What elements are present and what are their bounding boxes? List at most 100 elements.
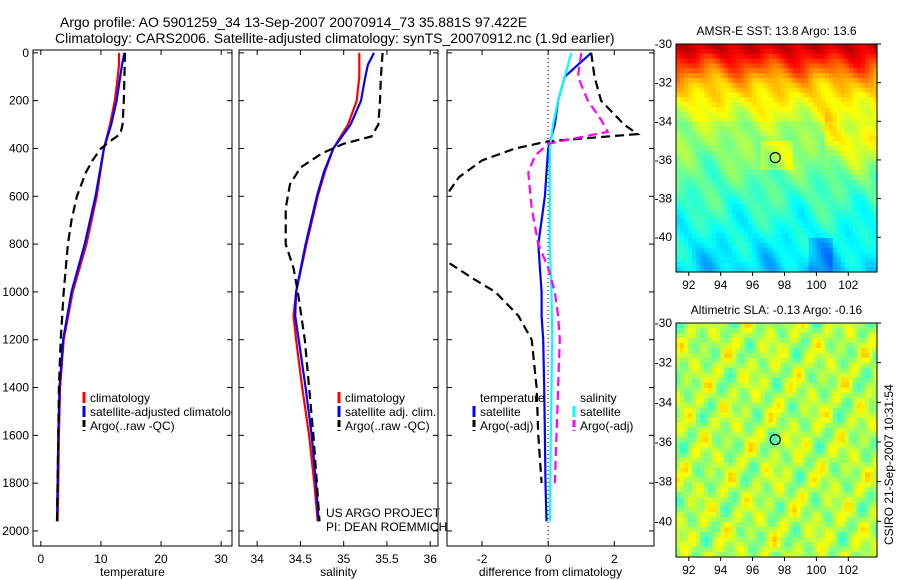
map-cell	[872, 155, 878, 162]
map-cell	[760, 199, 766, 205]
map-cell	[864, 467, 870, 473]
map-cell	[736, 437, 741, 444]
map-cell	[796, 44, 802, 50]
map-cell	[824, 126, 830, 132]
map-cell	[784, 199, 790, 205]
map-cell	[760, 77, 766, 84]
map-cell	[684, 63, 689, 69]
series-line-temperature-argo-adj-	[447, 52, 641, 484]
map-cell	[848, 136, 854, 142]
map-cell	[760, 58, 766, 64]
map-cell	[808, 327, 814, 334]
map-cell	[796, 262, 802, 268]
map-cell	[696, 457, 701, 464]
map-cell	[712, 517, 717, 523]
map-cell	[772, 213, 778, 220]
map-cell	[848, 497, 854, 503]
map-cell	[784, 357, 790, 364]
map-cell	[848, 223, 854, 229]
map-cell	[760, 382, 766, 389]
map-cell	[740, 542, 745, 548]
map-cell	[736, 497, 741, 503]
map-cell	[684, 492, 689, 498]
map-cell	[736, 189, 741, 195]
map-cell	[840, 77, 846, 84]
map-cell	[804, 97, 810, 103]
map-cell	[772, 145, 778, 152]
map-cell	[848, 213, 854, 220]
map-cell	[708, 97, 713, 103]
map-cell	[856, 522, 862, 528]
map-cell	[700, 218, 705, 225]
map-cell	[748, 213, 753, 220]
map-cell	[688, 97, 693, 103]
map-cell	[720, 150, 725, 157]
map-cell	[868, 437, 874, 444]
map-cell	[752, 402, 757, 409]
map-cell	[712, 547, 717, 553]
map-cell	[772, 262, 778, 268]
map-cell	[724, 257, 729, 263]
map-cell	[744, 252, 749, 259]
map-cell	[748, 87, 753, 94]
map-cell	[736, 392, 741, 399]
map-cell	[796, 407, 802, 414]
map-cell	[844, 170, 850, 176]
map-cell	[808, 432, 814, 439]
map-cell	[792, 522, 798, 528]
map-cell	[692, 267, 697, 273]
map-cell	[800, 512, 806, 518]
map-cell	[868, 58, 874, 64]
map-cell	[700, 213, 705, 220]
map-cell	[832, 532, 838, 538]
map-cell	[780, 238, 786, 244]
map-cell	[680, 412, 685, 419]
map-cell	[804, 412, 810, 419]
map-cell	[732, 199, 737, 205]
map-cell	[824, 218, 830, 225]
map-cell	[828, 242, 834, 249]
map-cell	[716, 257, 721, 263]
map-cell	[676, 194, 681, 200]
map-cell	[704, 347, 709, 354]
map-cell	[696, 417, 701, 424]
map-cell	[776, 502, 782, 508]
map-cell	[792, 502, 798, 508]
map-cell	[780, 170, 786, 176]
map-cell	[692, 462, 697, 468]
map-cell	[748, 467, 753, 473]
map-cell	[696, 262, 701, 268]
map-cell	[740, 482, 745, 488]
map-cell	[732, 111, 737, 118]
map-cell	[860, 387, 866, 394]
map-cell	[780, 447, 786, 454]
map-cell	[816, 48, 822, 55]
map-cell	[680, 267, 685, 273]
map-cell	[768, 497, 774, 503]
map-cell	[788, 238, 794, 244]
map-cell	[820, 377, 826, 384]
map-cell	[748, 145, 753, 152]
map-cell	[776, 357, 782, 364]
map-cell	[728, 208, 733, 215]
map-cell	[688, 238, 693, 244]
map-cell	[696, 352, 701, 359]
map-cell	[744, 223, 749, 229]
map-cell	[848, 242, 854, 249]
map-cell	[716, 542, 721, 548]
map-cell	[800, 442, 806, 449]
map-cell	[844, 102, 850, 108]
map-cell	[692, 547, 697, 553]
map-cell	[696, 208, 701, 215]
map-cell	[680, 367, 685, 374]
map-cell	[688, 372, 693, 379]
map-cell	[784, 145, 790, 152]
map-cell	[864, 213, 870, 220]
map-cell	[732, 204, 737, 210]
map-cell	[772, 342, 778, 349]
map-cell	[720, 527, 725, 533]
map-cell	[728, 228, 733, 234]
map-cell	[760, 552, 766, 558]
map-cell	[752, 467, 757, 473]
map-cell	[680, 208, 685, 215]
